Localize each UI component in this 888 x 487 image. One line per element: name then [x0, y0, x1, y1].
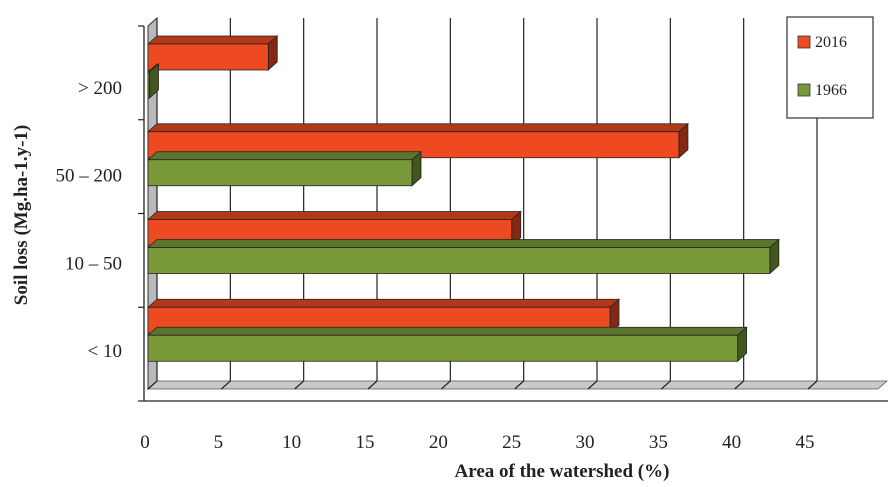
x-tick-label: 25 [502, 432, 521, 453]
x-tick-label: 15 [356, 432, 375, 453]
legend: 2016 1966 [786, 16, 874, 119]
x-tick-label: 35 [649, 432, 668, 453]
x-tick-label: 30 [576, 432, 595, 453]
floor-gridline [514, 380, 525, 390]
bars [146, 35, 780, 363]
bar-1966-0 [146, 63, 160, 99]
floor-gridline [734, 380, 745, 390]
x-tick-label: 0 [140, 432, 150, 453]
y-axis-title: Soil loss (Mg.ha-1.y-1) [11, 125, 32, 306]
legend-box [786, 16, 874, 119]
x-tick-label: 10 [282, 432, 301, 453]
bar-1966-2 [146, 238, 780, 275]
x-tick-label: 20 [429, 432, 448, 453]
x-tick-label: 45 [796, 432, 815, 453]
legend-label-2016: 2016 [815, 34, 847, 51]
legend-swatch-1966 [797, 83, 811, 97]
bar-1966-3 [146, 326, 748, 363]
floor-gridline [220, 380, 231, 390]
y-tick-label: < 10 [88, 341, 122, 362]
y-tick-label: 50 – 200 [56, 166, 123, 187]
y-tick-labels: < 10 10 – 50 50 – 200 > 200 [56, 78, 123, 362]
bar-1966-1 [146, 150, 423, 187]
y-tick-label: > 200 [78, 78, 122, 99]
floor-gridline [587, 380, 598, 390]
legend-label-1966: 1966 [815, 82, 847, 99]
x-tick-label: 40 [722, 432, 741, 453]
floor-gridline [440, 380, 451, 390]
floor-gridline [367, 380, 378, 390]
axes [138, 25, 888, 402]
legend-swatch-2016 [797, 35, 811, 49]
floor-gridline [294, 380, 305, 390]
x-tick-labels: 0 5 10 15 20 25 30 35 40 45 [140, 432, 814, 453]
y-tick-label: 10 – 50 [65, 253, 122, 274]
floor-gridline [147, 380, 158, 390]
floor-gridline [660, 380, 671, 390]
floor-gridline [807, 380, 818, 390]
bar-2016-0 [146, 35, 279, 71]
x-tick-label: 5 [214, 432, 224, 453]
x-axis-title: Area of the watershed (%) [455, 461, 670, 482]
